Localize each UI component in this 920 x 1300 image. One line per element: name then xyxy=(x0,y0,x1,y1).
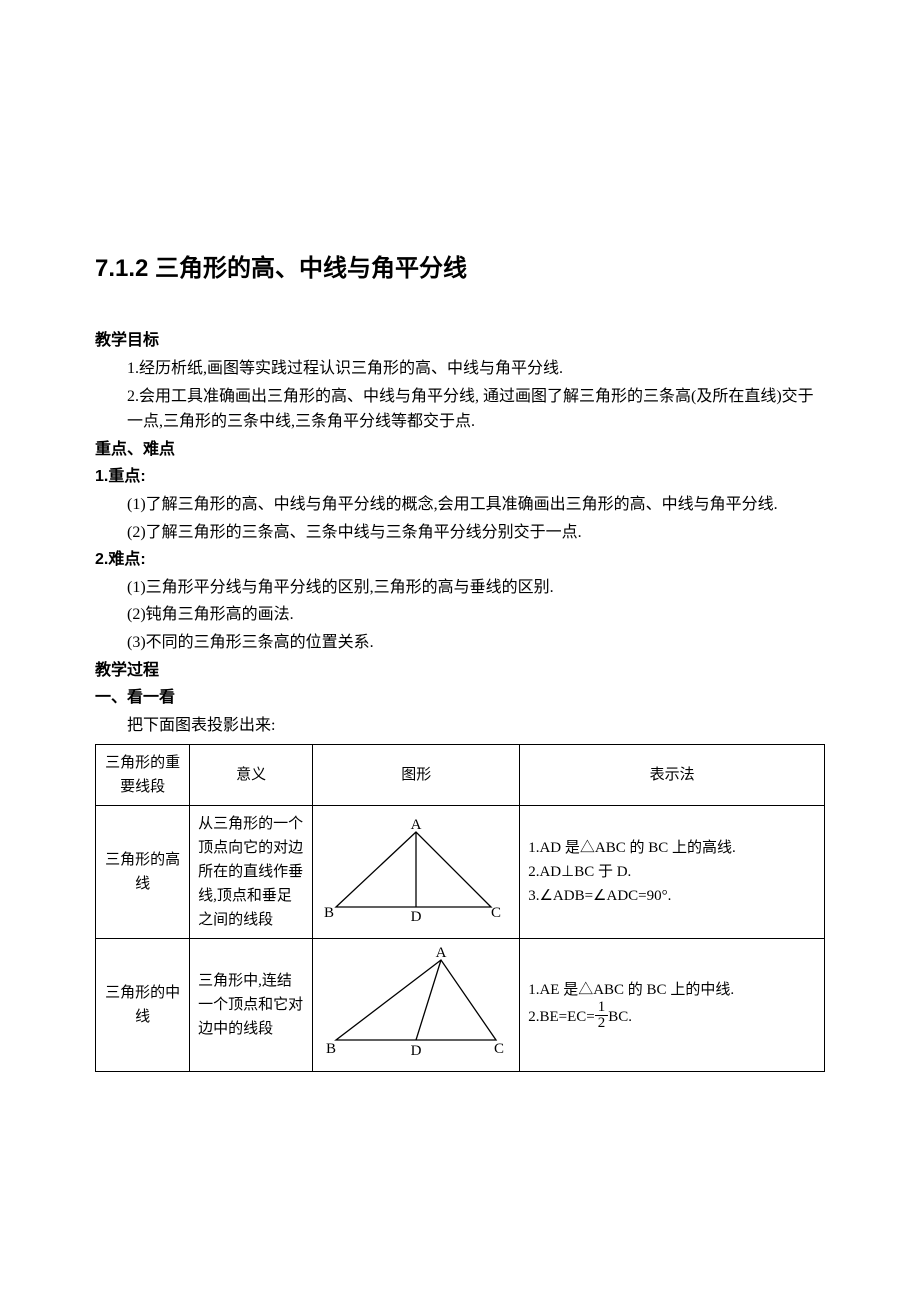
median-repr-2: 2.BE=EC=12BC. xyxy=(528,1002,816,1033)
altitude-repr: 1.AD 是△ABC 的 BC 上的高线. 2.AD⊥BC 于 D. 3.∠AD… xyxy=(520,806,825,939)
diff-1: (1)三角形平分线与角平分线的区别,三角形的高与垂线的区别. xyxy=(95,575,825,601)
altitude-figure-cell: A B C D xyxy=(313,806,520,939)
heading-look: 一、看一看 xyxy=(95,685,825,711)
median-meaning: 三角形中,连结一个顶点和它对边中的线段 xyxy=(190,939,313,1072)
diff-2: (2)钝角三角形高的画法. xyxy=(95,602,825,628)
goal-1: 1.经历析纸,画图等实践过程认识三角形的高、中线与角平分线. xyxy=(95,356,825,382)
label-C2: C xyxy=(494,1041,504,1057)
label-D: D xyxy=(411,909,422,925)
th-repr: 表示法 xyxy=(520,745,825,806)
th-meaning: 意义 xyxy=(190,745,313,806)
th-figure: 图形 xyxy=(313,745,520,806)
median-figure-icon: A B C D xyxy=(321,945,511,1065)
heading-process: 教学过程 xyxy=(95,658,825,684)
heading-keydiff: 重点、难点 xyxy=(95,437,825,463)
median-repr-2-prefix: 2.BE=EC= xyxy=(528,1009,595,1025)
table-header-row: 三角形的重要线段 意义 图形 表示法 xyxy=(96,745,825,806)
fraction-one-half: 12 xyxy=(595,1000,609,1031)
median-repr: 1.AE 是△ABC 的 BC 上的中线. 2.BE=EC=12BC. xyxy=(520,939,825,1072)
segments-table: 三角形的重要线段 意义 图形 表示法 三角形的高线 从三角形的一个顶点向它的对边… xyxy=(95,744,825,1072)
label-A2: A xyxy=(436,945,447,961)
key-label: 1.重点: xyxy=(95,464,825,490)
key-2: (2)了解三角形的三条高、三条中线与三条角平分线分别交于一点. xyxy=(95,520,825,546)
page: 7.1.2 三角形的高、中线与角平分线 教学目标 1.经历析纸,画图等实践过程认… xyxy=(0,0,920,1300)
altitude-repr-1: 1.AD 是△ABC 的 BC 上的高线. xyxy=(528,836,816,860)
label-D2: D xyxy=(411,1043,422,1059)
fraction-num: 1 xyxy=(595,1000,609,1016)
fraction-den: 2 xyxy=(595,1016,609,1031)
altitude-name: 三角形的高线 xyxy=(96,806,190,939)
diff-3: (3)不同的三角形三条高的位置关系. xyxy=(95,630,825,656)
median-repr-1: 1.AE 是△ABC 的 BC 上的中线. xyxy=(528,978,816,1002)
table-row-altitude: 三角形的高线 从三角形的一个顶点向它的对边所在的直线作垂线,顶点和垂足之间的线段… xyxy=(96,806,825,939)
th-segment: 三角形的重要线段 xyxy=(96,745,190,806)
altitude-repr-2: 2.AD⊥BC 于 D. xyxy=(528,860,816,884)
diff-label: 2.难点: xyxy=(95,547,825,573)
altitude-figure-icon: A B C D xyxy=(321,817,511,927)
key-1: (1)了解三角形的高、中线与角平分线的概念,会用工具准确画出三角形的高、中线与角… xyxy=(95,492,825,518)
median-repr-2-suffix: BC. xyxy=(608,1009,632,1025)
median-name: 三角形的中线 xyxy=(96,939,190,1072)
altitude-meaning: 从三角形的一个顶点向它的对边所在的直线作垂线,顶点和垂足之间的线段 xyxy=(190,806,313,939)
heading-goals: 教学目标 xyxy=(95,328,825,354)
page-title: 7.1.2 三角形的高、中线与角平分线 xyxy=(95,250,825,288)
label-B2: B xyxy=(326,1041,336,1057)
table-row-median: 三角形的中线 三角形中,连结一个顶点和它对边中的线段 A B C D 1.AE … xyxy=(96,939,825,1072)
label-C: C xyxy=(491,905,501,921)
label-B: B xyxy=(324,905,334,921)
median-figure-cell: A B C D xyxy=(313,939,520,1072)
goal-2: 2.会用工具准确画出三角形的高、中线与角平分线, 通过画图了解三角形的三条高(及… xyxy=(95,384,825,435)
label-A: A xyxy=(411,817,422,833)
altitude-repr-3: 3.∠ADB=∠ADC=90°. xyxy=(528,884,816,908)
look-intro: 把下面图表投影出来: xyxy=(95,713,825,739)
